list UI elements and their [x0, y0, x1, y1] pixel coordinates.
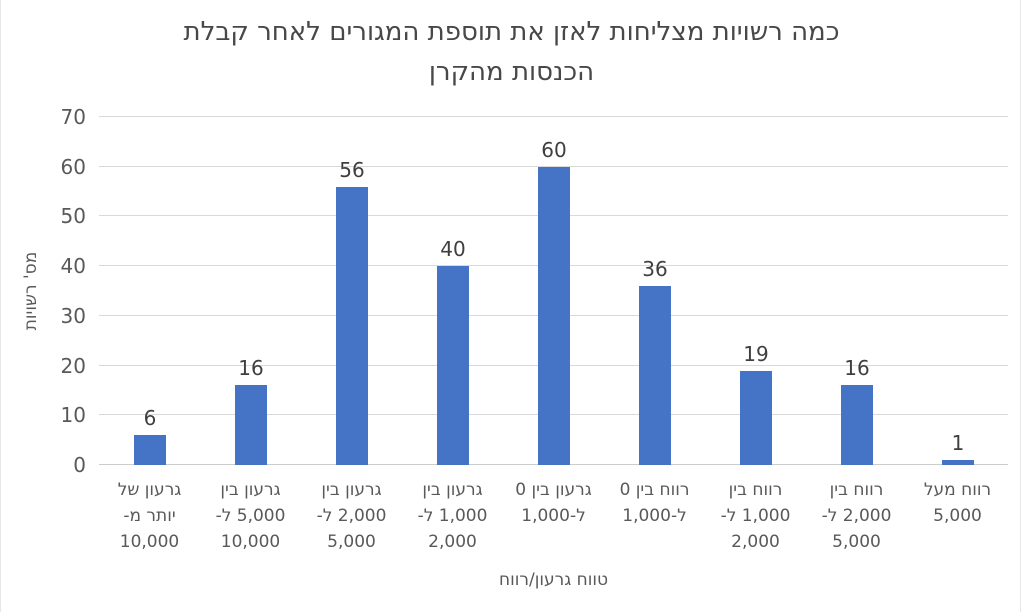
chart-title: כמה רשויות מצליחות לאזן את תוספת המגורים…	[0, 12, 1023, 92]
y-tick-label: 70	[60, 105, 86, 129]
bar	[740, 371, 772, 465]
bar-value-label: 1	[951, 431, 965, 455]
x-category-label: רווח בין 2,000 ל- 5,000	[806, 477, 907, 555]
x-category-label-line: 2,000 ל-	[821, 506, 892, 526]
bar	[235, 385, 267, 465]
x-category-label-line: גרעון בין	[422, 480, 483, 500]
y-tick-label: 40	[60, 254, 86, 279]
x-category-label: גרעון בין 5,000 ל- 10,000	[200, 477, 301, 555]
x-category-label: גרעון של יותר מ- 10,000	[99, 477, 200, 555]
y-tick-label: 60	[60, 154, 86, 179]
x-category-label: גרעון בין 1,000 ל- 2,000	[402, 477, 503, 555]
chart-right-border	[1020, 0, 1021, 612]
x-category-label-line: 10,000	[220, 532, 281, 552]
x-category-label-line: רווח מעל	[923, 480, 992, 500]
bar	[639, 286, 671, 465]
bar	[437, 266, 469, 465]
bar-value-label: 16	[844, 356, 870, 380]
gridline	[99, 116, 1008, 117]
x-axis-title: טווח גרעון/רווח	[499, 570, 608, 590]
x-category-label-line: יותר מ-	[123, 506, 176, 526]
gridline	[99, 165, 1008, 167]
x-category-label-line: גרעון של	[117, 480, 182, 500]
bar	[942, 460, 974, 465]
bar-value-label: 19	[743, 342, 769, 366]
x-category-label: גרעון בין 2,000 ל- 5,000	[301, 477, 402, 555]
x-category-label-line: גרעון בין	[321, 480, 382, 500]
x-category-label: רווח בין 1,000 ל- 2,000	[705, 477, 806, 555]
x-category-label-line: 2,000	[731, 532, 780, 552]
y-tick-label: 10	[60, 403, 86, 428]
y-tick-label: 50	[60, 204, 86, 229]
bar-value-label: 36	[642, 257, 668, 281]
x-category-label: רווח מעל 5,000	[907, 477, 1008, 529]
x-category-label-line: 10,000	[119, 532, 180, 552]
x-category-label-line: 5,000 ל-	[215, 506, 286, 526]
x-category-label-line: 5,000	[832, 532, 881, 552]
bar	[841, 385, 873, 465]
bar-value-label: 16	[238, 356, 264, 380]
x-category-label: רווח בין 0 ל-1,000	[604, 477, 705, 529]
x-category-label-line: רווח בין	[829, 480, 884, 500]
x-category-label-line: 5,000	[933, 506, 982, 526]
x-category-label-line: רווח בין 0	[619, 480, 690, 500]
bar-value-label: 40	[440, 237, 466, 261]
bar-value-label: 60	[541, 138, 567, 162]
chart-left-border	[0, 0, 1, 612]
bar-value-label: 56	[339, 158, 365, 182]
x-category-label-line: רווח בין	[728, 480, 783, 500]
y-tick-label: 0	[73, 453, 86, 477]
x-category-label-line: גרעון בין	[220, 480, 281, 500]
chart-title-line1: כמה רשויות מצליחות לאזן את תוספת המגורים…	[183, 17, 840, 47]
bar	[538, 167, 570, 465]
chart-title-line2: הכנסות מהקרן	[428, 57, 595, 87]
x-category-label: גרעון בין 0 ל-1,000	[503, 477, 604, 529]
x-category-label-line: ל-1,000	[521, 506, 586, 526]
bar-value-label: 6	[143, 406, 157, 430]
x-category-label-line: 1,000 ל-	[417, 506, 488, 526]
x-category-label-line: 1,000 ל-	[720, 506, 791, 526]
x-category-label-line: 5,000	[327, 532, 376, 552]
x-category-label-line: ל-1,000	[622, 506, 687, 526]
y-tick-label: 20	[60, 353, 86, 378]
x-category-label-line: גרעון בין 0	[515, 480, 592, 500]
x-category-label-line: 2,000 ל-	[316, 506, 387, 526]
bar	[336, 187, 368, 465]
bar	[134, 435, 166, 465]
y-tick-label: 30	[60, 303, 86, 328]
x-category-label-line: 2,000	[428, 532, 477, 552]
